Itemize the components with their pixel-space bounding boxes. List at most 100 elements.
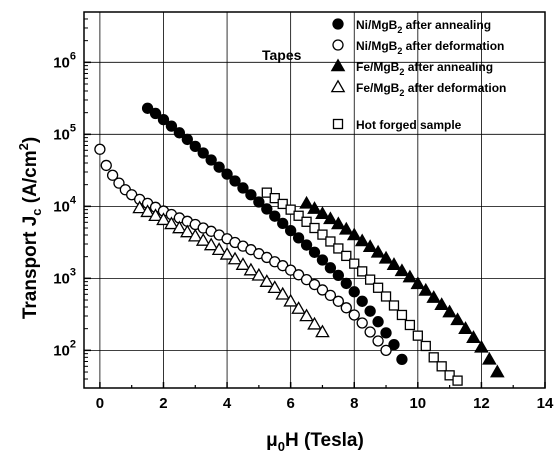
y-tick-label-exp: 2 — [70, 338, 76, 350]
y-axis-label-pre: Transport J — [20, 216, 41, 319]
data-point — [325, 236, 336, 247]
data-point — [221, 168, 233, 180]
data-point — [436, 361, 447, 372]
data-point — [378, 250, 394, 264]
data-point — [165, 120, 178, 132]
data-point — [180, 224, 195, 238]
y-tick-label-base: 10 — [53, 342, 70, 359]
y-tick-label: 103 — [53, 266, 76, 287]
data-point — [402, 269, 418, 283]
data-point — [283, 293, 298, 307]
data-point — [434, 297, 449, 311]
data-point — [364, 326, 376, 338]
x-tick-label: 14 — [537, 395, 554, 412]
data-point — [293, 210, 304, 221]
data-point — [316, 254, 329, 266]
data-point — [428, 352, 439, 363]
data-point — [388, 338, 400, 351]
data-point — [332, 269, 344, 282]
data-point — [331, 216, 346, 230]
data-point — [299, 195, 314, 209]
data-point — [316, 284, 329, 296]
data-point — [300, 273, 313, 286]
data-point — [482, 351, 497, 365]
data-point — [362, 239, 378, 253]
data-point — [229, 175, 241, 187]
legend-marker — [332, 18, 344, 30]
data-point — [388, 300, 400, 311]
legend-label-pre: Ni/MgB — [356, 18, 398, 32]
y-tick-label: 104 — [53, 194, 77, 215]
plot-frame — [83, 11, 546, 389]
legend-label-post: after deformation — [402, 39, 504, 53]
data-point — [364, 274, 376, 285]
data-point — [267, 280, 283, 294]
data-point — [149, 107, 162, 120]
x-axis-label-post: H (Tesla) — [285, 430, 364, 451]
data-point — [164, 216, 179, 230]
y-axis-label: Transport Jc (A/cm2) — [16, 137, 44, 319]
y-tick-label: 106 — [53, 50, 76, 71]
data-point — [292, 232, 305, 244]
y-tick-label-base: 10 — [53, 54, 70, 71]
y-axis-label-sup: 2 — [16, 143, 31, 150]
data-point — [197, 147, 209, 159]
series-3 — [299, 195, 505, 378]
y-axis-label-mid: (A/cm — [20, 150, 41, 208]
x-axis-label: μ0H (Tesla) — [266, 430, 364, 454]
data-point — [317, 229, 328, 240]
data-point — [251, 267, 267, 281]
data-point — [292, 269, 305, 281]
data-point — [356, 295, 368, 307]
data-point — [370, 244, 386, 258]
data-point — [346, 227, 362, 241]
data-point — [404, 319, 416, 331]
data-point — [324, 262, 337, 274]
data-point — [340, 302, 352, 314]
data-point — [259, 274, 275, 287]
legend-label-pre: Ni/MgB — [356, 39, 398, 53]
data-point — [333, 243, 344, 254]
data-point — [173, 127, 186, 139]
x-tick-label: 0 — [96, 395, 104, 412]
data-point — [380, 327, 392, 339]
data-point — [452, 375, 463, 386]
y-tick-label-base: 10 — [53, 270, 70, 287]
x-axis-label-sub: 0 — [278, 439, 285, 454]
data-point — [349, 258, 360, 269]
data-point — [426, 290, 442, 303]
x-tick-label: 10 — [409, 395, 426, 412]
data-point — [474, 339, 489, 353]
data-point — [291, 301, 306, 314]
legend-label: Fe/MgB2 after deformation — [356, 81, 506, 98]
legend-label-sub: 2 — [399, 67, 404, 77]
data-point — [141, 102, 154, 114]
data-point — [189, 140, 201, 153]
data-point — [203, 237, 219, 251]
y-tick-label-exp: 6 — [70, 50, 76, 62]
data-point — [148, 208, 163, 222]
series-layer — [94, 102, 505, 386]
data-point — [380, 291, 392, 302]
x-tick-label: 6 — [286, 395, 294, 412]
data-point — [205, 154, 217, 166]
data-point — [466, 330, 481, 343]
data-point — [356, 317, 368, 329]
y-tick-label-base: 10 — [53, 126, 70, 143]
data-point — [348, 286, 360, 298]
y-axis-label-sub: c — [29, 208, 44, 215]
data-point — [410, 276, 426, 290]
data-point — [132, 200, 147, 214]
data-point — [300, 239, 313, 251]
y-tick-label-exp: 3 — [70, 266, 76, 278]
data-point — [309, 222, 320, 234]
data-point — [394, 263, 410, 277]
data-point — [364, 305, 376, 317]
legend-label-post: after annealing — [404, 60, 493, 74]
legend-marker — [332, 39, 344, 51]
data-point — [277, 217, 289, 230]
data-point — [340, 277, 352, 290]
legend-marker — [330, 79, 346, 93]
data-point — [412, 330, 423, 341]
